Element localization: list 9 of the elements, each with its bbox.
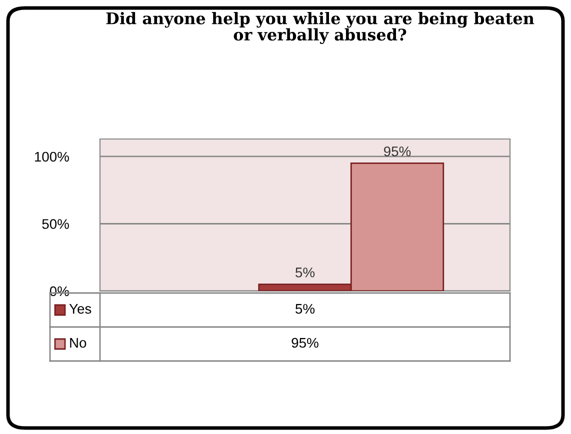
legend-label: No (70, 338, 86, 348)
chart-title: Did anyone help you while you are being beaten or verbally abused? (106, 12, 534, 44)
y-tick-label: 50% (42, 219, 69, 229)
legend-label: Yes (69, 304, 92, 314)
text: 5% (296, 304, 315, 314)
data-label: 95% (384, 146, 411, 156)
data-label: 5% (296, 268, 315, 278)
y-tick-label: 100% (34, 152, 69, 162)
text: 95% (292, 338, 318, 348)
